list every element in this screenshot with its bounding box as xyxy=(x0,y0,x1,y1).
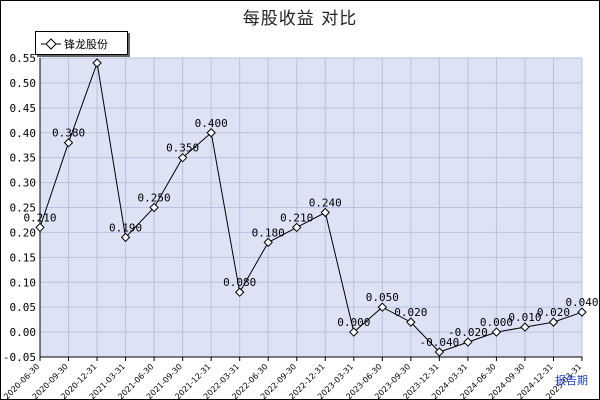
data-label: 0.000 xyxy=(337,316,370,329)
y-tick-label: 0.10 xyxy=(10,276,37,289)
data-label: 0.190 xyxy=(109,221,142,234)
data-point xyxy=(149,202,159,213)
y-tick-label: 0.05 xyxy=(10,301,37,314)
chart-title: 每股收益 对比 xyxy=(242,9,358,29)
data-point xyxy=(63,138,74,148)
y-tick-label: -0.05 xyxy=(3,351,36,364)
data-point xyxy=(177,152,188,163)
legend: 锋龙股份 xyxy=(35,31,128,55)
x-axis-footer-label: 报告期 xyxy=(555,374,588,387)
data-label: 0.210 xyxy=(280,211,313,224)
y-tick-label: 0.40 xyxy=(10,127,37,140)
data-point xyxy=(120,232,131,243)
data-point xyxy=(92,58,102,68)
data-label: 0.020 xyxy=(394,306,427,319)
y-tick-label: 0.45 xyxy=(10,102,37,115)
data-label: 0.350 xyxy=(166,142,199,155)
data-point xyxy=(234,287,245,297)
data-point xyxy=(292,222,302,233)
data-point xyxy=(577,307,587,317)
y-tick-label: 0.35 xyxy=(10,152,37,165)
y-tick-label: 0.25 xyxy=(10,202,37,215)
y-tick-label: 0.20 xyxy=(10,226,37,239)
y-tick-label: 0.15 xyxy=(10,251,37,264)
series-line xyxy=(39,61,583,353)
data-point xyxy=(491,327,502,337)
data-point xyxy=(434,347,445,357)
data-point xyxy=(463,337,473,347)
data-point xyxy=(35,222,45,233)
data-label: -0.020 xyxy=(448,326,488,339)
data-label: 0.000 xyxy=(480,316,513,329)
data-label: 0.020 xyxy=(537,306,570,319)
data-label: -0.040 xyxy=(419,336,459,349)
data-label: 0.400 xyxy=(195,117,228,130)
data-label: 0.080 xyxy=(223,276,256,289)
legend-marker-icon xyxy=(41,38,61,50)
y-tick-label: 0.55 xyxy=(10,52,37,65)
data-point xyxy=(349,327,359,337)
data-label: 0.380 xyxy=(52,127,85,140)
y-tick-label: 0.50 xyxy=(10,77,37,90)
data-point xyxy=(263,237,273,248)
data-label: 0.050 xyxy=(366,291,399,304)
data-point xyxy=(406,317,416,327)
y-tick-label: 0.30 xyxy=(10,177,37,190)
data-label: 0.240 xyxy=(309,196,342,209)
y-tick-label: 0.00 xyxy=(10,326,37,339)
data-label: 0.040 xyxy=(565,296,598,309)
data-point xyxy=(206,128,216,138)
data-point xyxy=(320,207,330,218)
data-label: 0.010 xyxy=(508,311,541,324)
data-label: 0.180 xyxy=(252,226,285,239)
data-point xyxy=(548,317,559,327)
data-point xyxy=(520,322,530,332)
data-point xyxy=(377,302,388,312)
legend-label: 锋龙股份 xyxy=(64,38,108,51)
data-label: 0.210 xyxy=(23,211,56,224)
data-label: 0.250 xyxy=(138,192,171,205)
